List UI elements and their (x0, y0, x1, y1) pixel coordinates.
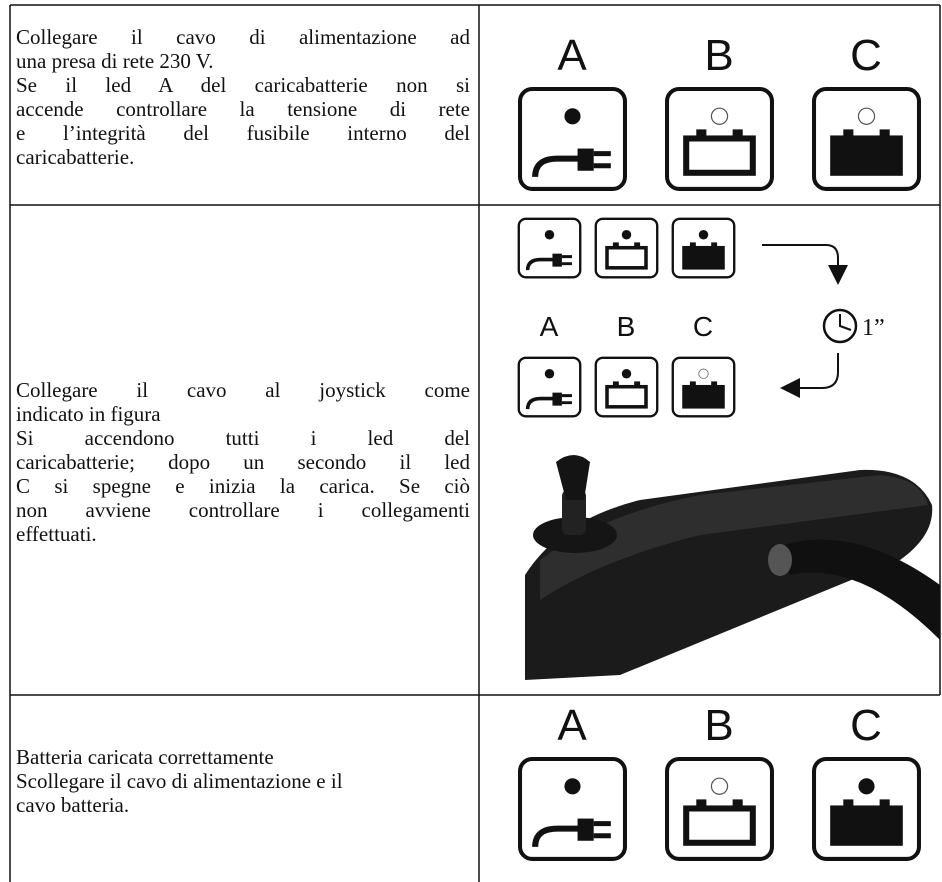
led-on (544, 230, 555, 240)
led-off (698, 368, 709, 379)
led-off (710, 107, 729, 125)
text-line: indicato in figura (16, 402, 161, 426)
led-label: B (617, 311, 636, 342)
text-line: cavo batteria. (16, 793, 130, 817)
batt-solid (830, 129, 903, 176)
led-icon (667, 89, 772, 189)
led-on (564, 778, 581, 795)
text-line: e l’integrità del fusibile interno del (16, 121, 470, 145)
text-line: Collegare il cavo al joystick come (16, 378, 470, 402)
led-off (710, 777, 729, 795)
led-icon (671, 356, 736, 418)
led-icon (517, 356, 582, 418)
timer-label: 1” (862, 315, 885, 341)
instruction-text: Collegare il cavo di alimentazione ad una… (16, 25, 470, 169)
text-line: una presa di rete 230 V. (16, 49, 214, 73)
figure-labels: A A B B C C A B C 1” (540, 31, 885, 750)
led-label: C (850, 701, 882, 750)
led-icon (520, 759, 625, 859)
sequence-arrows (762, 244, 858, 398)
instruction-text: Batteria caricata correttamente Scollegar… (16, 745, 470, 817)
instruction-text: Collegare il cavo al joystick come indica… (16, 378, 470, 546)
led-off (857, 107, 876, 125)
text-line: Batteria caricata correttamente (16, 745, 274, 769)
led-label: C (693, 311, 713, 342)
led-icon (671, 217, 736, 279)
led-label: A (540, 311, 559, 342)
text-line: accende controllare la tensione di rete (16, 97, 470, 121)
text-line: Scollegare il cavo di alimentazione e il (16, 769, 343, 793)
text-line: Se il led A del caricabatterie non si (16, 73, 470, 97)
led-icon (814, 89, 919, 189)
led-icon (517, 217, 582, 279)
led-icon (594, 356, 659, 418)
led-on (621, 369, 632, 379)
led-on (858, 778, 875, 795)
text-line: caricabatterie. (16, 145, 135, 169)
led-icon (520, 89, 625, 189)
led-label: B (704, 701, 733, 750)
led-on (621, 230, 632, 240)
joystick-photo (525, 455, 940, 680)
text-line: Si accendono tutti i led del (16, 426, 470, 450)
led-icon (594, 217, 659, 279)
batt-solid (682, 242, 725, 270)
batt-solid (830, 799, 903, 846)
led-label: C (850, 31, 882, 80)
text-line: non avviene controllare i collegamenti (16, 498, 470, 522)
text-line: caricabatterie; dopo un secondo il led (16, 450, 470, 474)
led-on (564, 108, 581, 125)
led-label: A (557, 701, 587, 750)
led-icon (814, 759, 919, 859)
led-label: A (557, 31, 587, 80)
led-icon (667, 759, 772, 859)
table-borders (9, 4, 941, 882)
text-line: effettuati. (16, 522, 97, 546)
text-line: Collegare il cavo di alimentazione ad (16, 25, 470, 49)
batt-solid (682, 381, 725, 409)
led-on (698, 230, 709, 240)
led-on (544, 369, 555, 379)
led-label: B (704, 31, 733, 80)
text-line: C si spegne e inizia la carica. Se ciò (16, 474, 470, 498)
